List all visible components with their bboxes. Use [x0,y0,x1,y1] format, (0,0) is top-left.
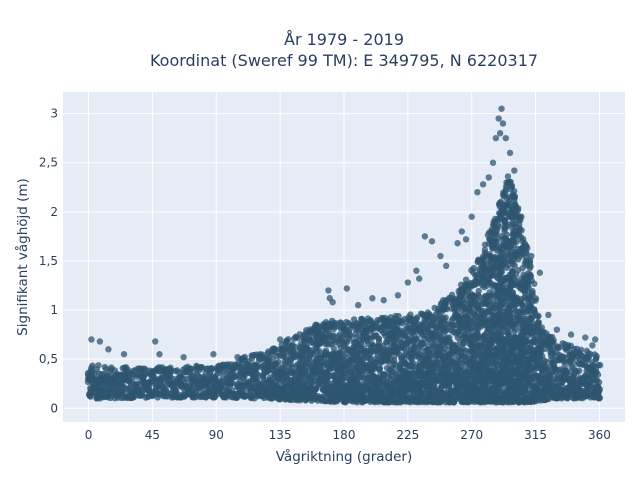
data-point [275,359,281,365]
data-point [471,265,477,271]
data-point [518,227,524,233]
data-point [512,276,518,282]
data-point [515,205,521,211]
data-point [541,357,547,363]
data-point [535,313,541,319]
data-point [442,314,448,320]
data-point [520,236,526,242]
data-point [285,336,291,342]
data-point [503,231,509,237]
data-point [369,341,375,347]
data-point [550,337,556,343]
data-point [510,261,516,267]
data-point [192,394,198,400]
data-point [227,382,233,388]
chart-title-line1: År 1979 - 2019 [284,30,404,49]
data-point [331,326,337,332]
data-point [476,288,482,294]
chart-title-line2: Koordinat (Sweref 99 TM): E 349795, N 62… [150,51,538,70]
data-point [95,362,101,368]
data-point [527,265,533,271]
data-point [505,173,511,179]
data-point [524,245,530,251]
data-point [377,365,383,371]
data-point [529,288,535,294]
data-point [527,259,533,265]
data-point [510,193,516,199]
data-point [198,365,204,371]
data-point [516,221,522,227]
data-point [531,281,537,287]
data-point [532,297,538,303]
